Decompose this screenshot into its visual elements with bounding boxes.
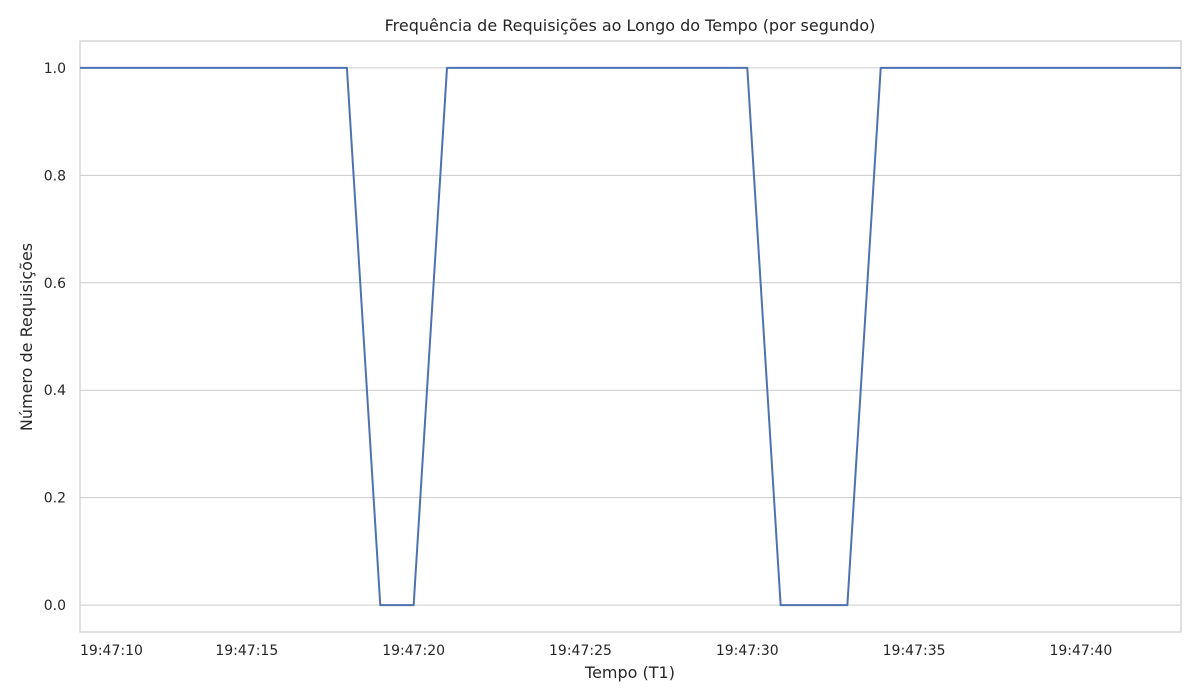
x-tick-label: 19:47:25 <box>549 643 612 659</box>
x-tick-label: 19:47:30 <box>716 643 779 659</box>
x-tick-label: 19:47:10 <box>80 643 143 659</box>
y-tick-label: 0.6 <box>44 276 66 292</box>
chart-title: Frequência de Requisições ao Longo do Te… <box>385 16 876 35</box>
x-tick-label: 19:47:40 <box>1049 643 1112 659</box>
y-axis-label: Número de Requisições <box>17 243 36 431</box>
plot-frame <box>79 40 1182 633</box>
y-tick-label: 1.0 <box>44 61 66 77</box>
x-tick-label: 19:47:15 <box>215 643 278 659</box>
x-tick-label: 19:47:35 <box>883 643 946 659</box>
series-line <box>80 66 1181 607</box>
y-tick-label: 0.8 <box>44 168 66 184</box>
x-axis-label: Tempo (T1) <box>584 663 675 682</box>
x-tick-label: 19:47:20 <box>382 643 445 659</box>
y-tick-label: 0.0 <box>44 598 66 614</box>
y-tick-label: 0.2 <box>44 491 66 507</box>
y-tick-label: 0.4 <box>44 383 66 399</box>
